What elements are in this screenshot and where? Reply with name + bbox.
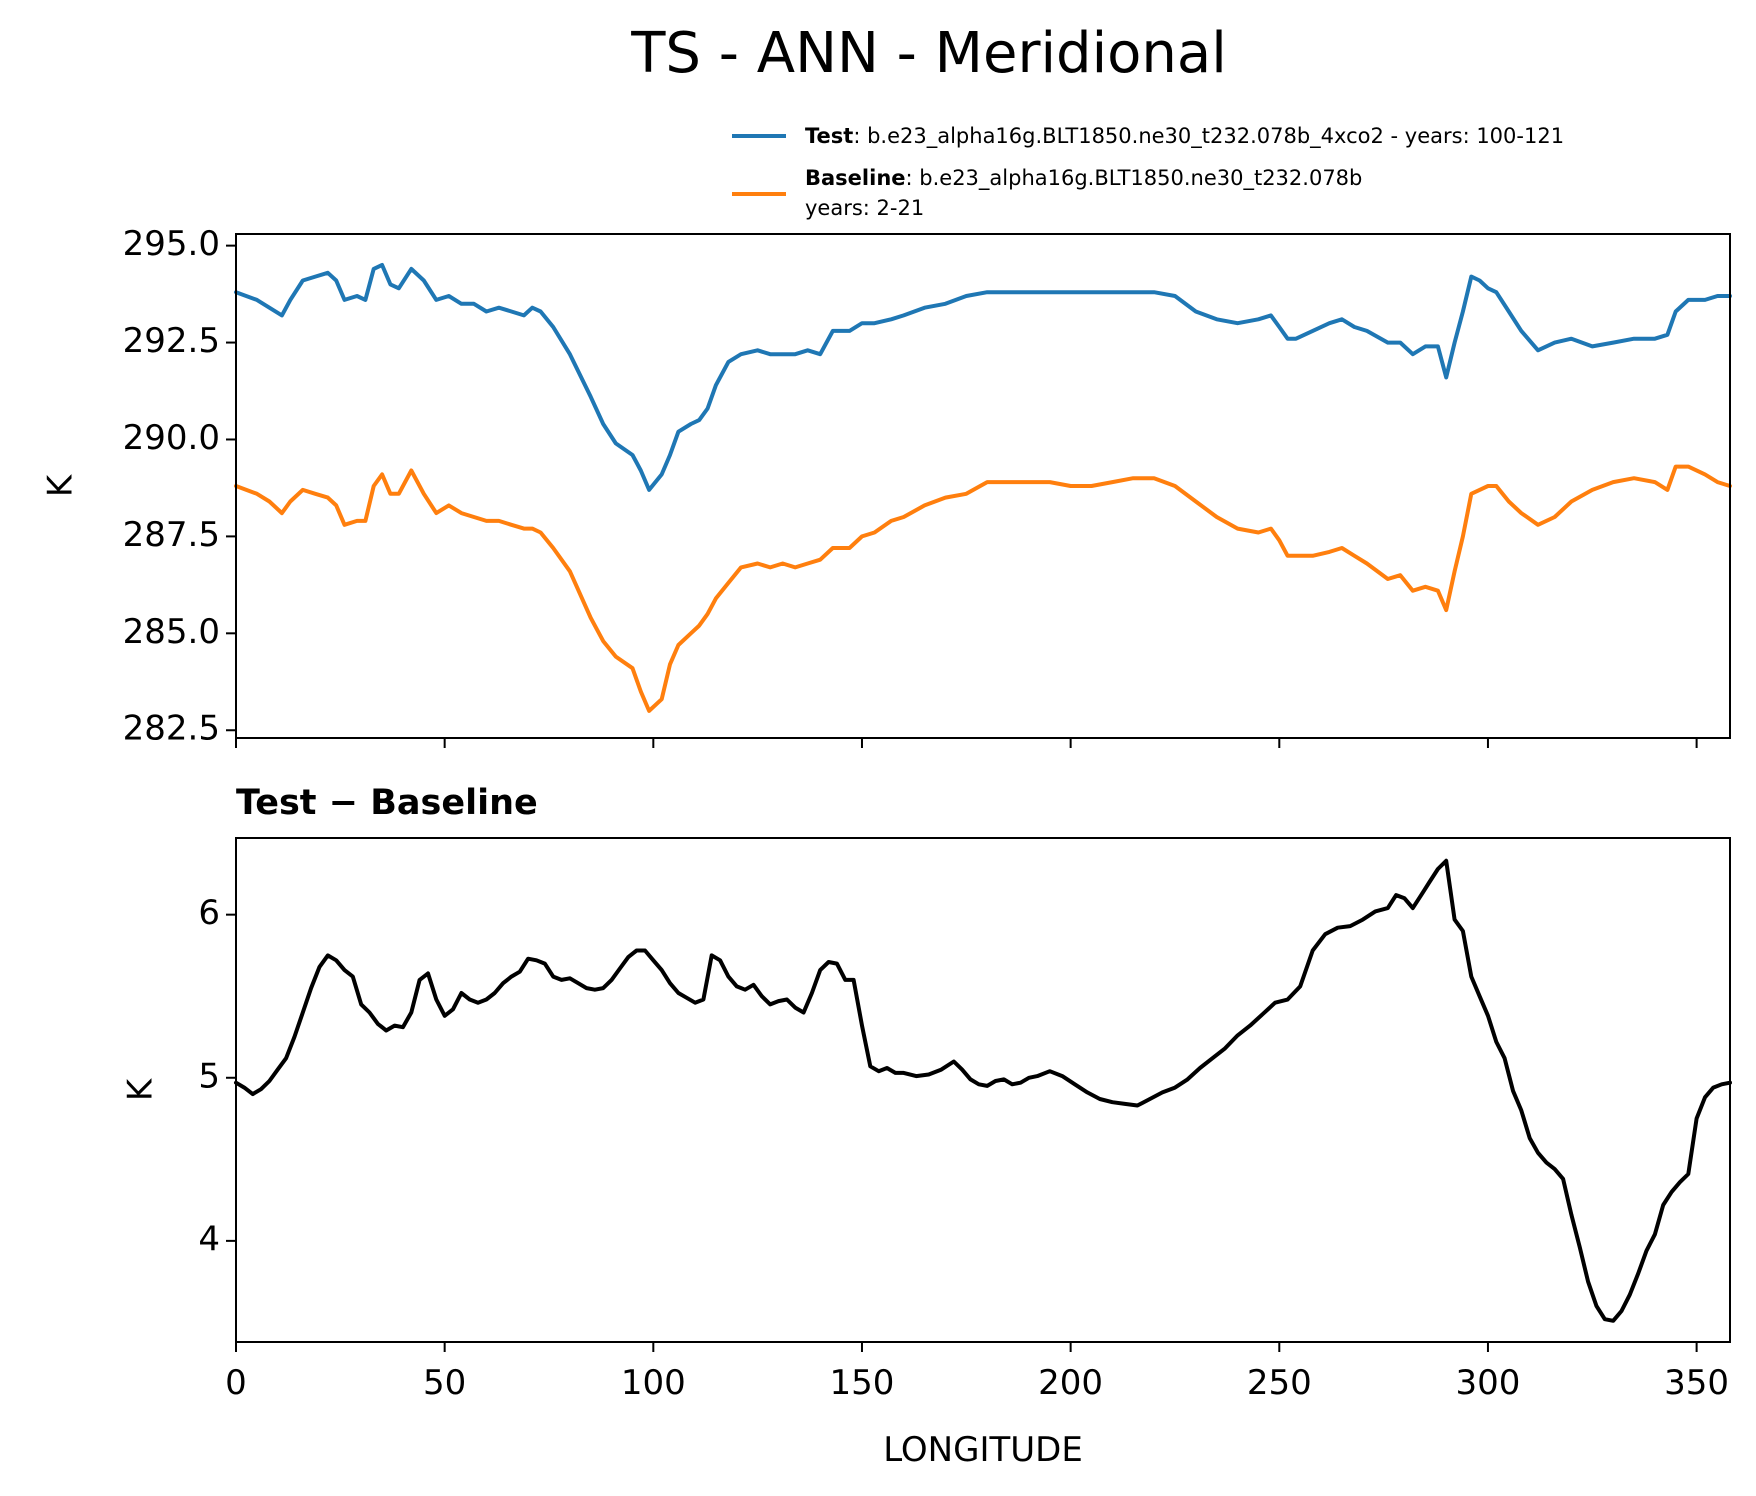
- top-series-group: [234, 263, 1732, 713]
- bottom-series-line-difference: [234, 858, 1732, 1323]
- bottom-x-tick-label: 250: [1247, 1363, 1312, 1403]
- top-y-tick-label: 285.0: [123, 612, 220, 652]
- bottom-x-tick-label: 50: [423, 1363, 466, 1403]
- top-y-tick-label: 292.5: [123, 321, 220, 361]
- legend-entry-test: Test: b.e23_alpha16g.BLT1850.ne30_t232.0…: [805, 124, 1564, 149]
- top-y-tick-label: 282.5: [123, 709, 220, 749]
- legend-name-baseline: Baseline: [805, 166, 906, 190]
- bottom-x-tick-label: 300: [1456, 1363, 1521, 1403]
- bottom-x-tick-label: 0: [225, 1363, 247, 1403]
- bottom-x-tick-label: 350: [1664, 1363, 1729, 1403]
- bottom-y-tick-label: 6: [198, 893, 220, 933]
- bottom-ticks-group: 0 50 100 150 200 250 300 350 4 5 6: [198, 893, 1729, 1403]
- top-panel: 282.5 285.0 287.5 290.0 292.5 295.0 K: [41, 224, 1732, 749]
- bottom-y-tick-label: 4: [198, 1219, 220, 1259]
- bottom-plot-frame: [235, 837, 1731, 1343]
- top-plot-frame: [235, 233, 1731, 739]
- bottom-y-axis-label: K: [121, 1077, 161, 1101]
- figure-title: TS - ANN - Meridional: [630, 21, 1227, 86]
- legend-name-test: Test: [805, 124, 853, 148]
- bottom-x-tick-label: 150: [830, 1363, 895, 1403]
- legend: Test: b.e23_alpha16g.BLT1850.ne30_t232.0…: [732, 124, 1564, 220]
- legend-text-test: : b.e23_alpha16g.BLT1850.ne30_t232.078b_…: [853, 124, 1564, 149]
- top-series-line-test: [234, 263, 1732, 492]
- top-y-axis-label: K: [41, 473, 81, 497]
- bottom-x-tick-label: 100: [621, 1363, 686, 1403]
- legend-entry-baseline: Baseline: b.e23_alpha16g.BLT1850.ne30_t2…: [805, 166, 1362, 191]
- legend-entry-baseline-line2: years: 2-21: [805, 196, 924, 220]
- legend-text-baseline: : b.e23_alpha16g.BLT1850.ne30_t232.078b: [906, 166, 1363, 191]
- bottom-y-tick-label: 5: [198, 1056, 220, 1096]
- bottom-x-tick-label: 200: [1038, 1363, 1103, 1403]
- top-series-line-baseline: [234, 464, 1732, 713]
- top-ticks-group: 282.5 285.0 287.5 290.0 292.5 295.0: [123, 224, 1698, 749]
- top-y-tick-label: 290.0: [123, 418, 220, 458]
- bottom-series-group: [234, 858, 1732, 1323]
- bottom-panel: Test − Baseline 0 50 100 150 200 250 300 350 4 5 6…: [121, 783, 1732, 1470]
- bottom-panel-title: Test − Baseline: [236, 783, 538, 823]
- top-y-tick-label: 287.5: [123, 515, 220, 555]
- x-axis-label: LONGITUDE: [883, 1430, 1083, 1470]
- top-y-tick-label: 295.0: [123, 224, 220, 264]
